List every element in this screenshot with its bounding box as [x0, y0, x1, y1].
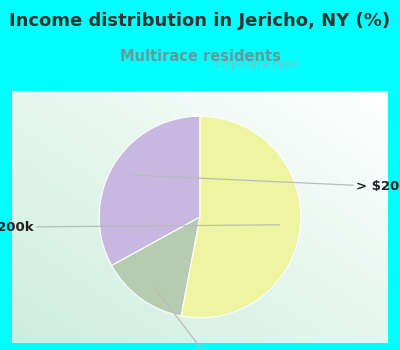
Text: City-Data.com: City-Data.com	[215, 58, 299, 71]
Text: Income distribution in Jericho, NY (%): Income distribution in Jericho, NY (%)	[10, 12, 390, 30]
Wedge shape	[181, 116, 301, 318]
Text: > $200k: > $200k	[132, 175, 400, 193]
Text: $200k: $200k	[0, 220, 280, 233]
Text: Multirace residents: Multirace residents	[120, 49, 280, 64]
Text: $125k: $125k	[153, 286, 248, 350]
Wedge shape	[99, 116, 200, 266]
Wedge shape	[112, 217, 200, 316]
